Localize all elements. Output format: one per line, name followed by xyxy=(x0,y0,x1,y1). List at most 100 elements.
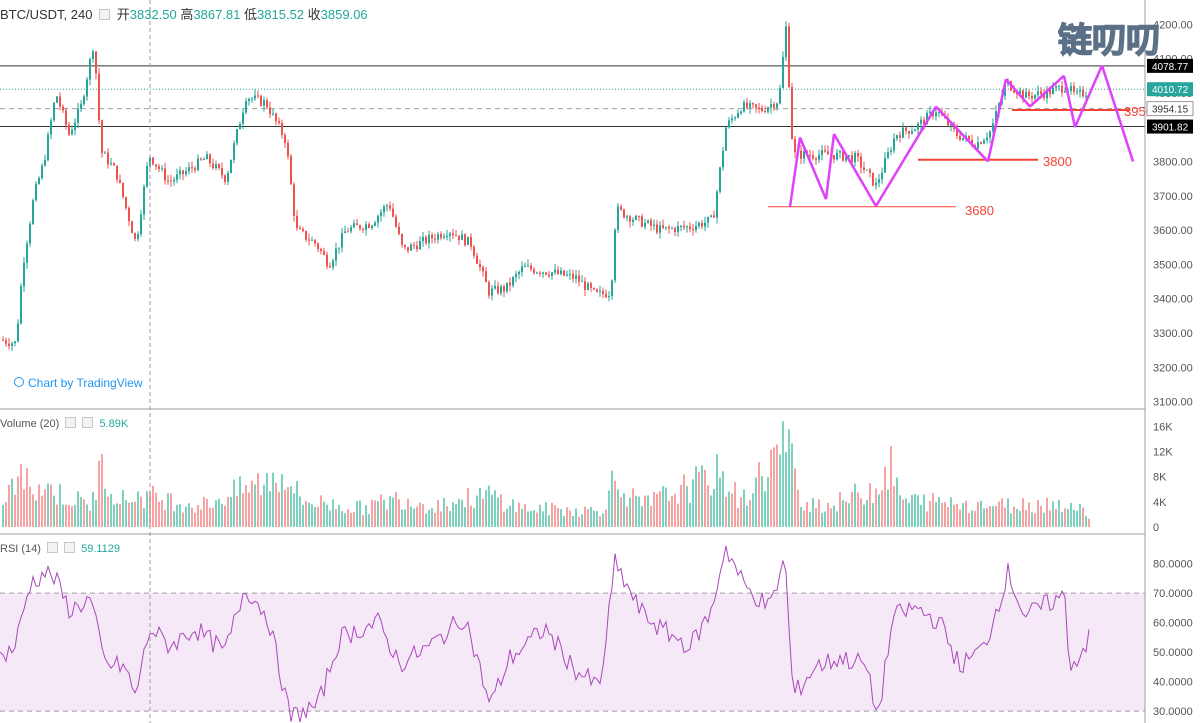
candle-body xyxy=(314,239,316,244)
volume-bar xyxy=(623,493,625,527)
candle-body xyxy=(836,152,838,160)
volume-bar xyxy=(761,476,763,527)
candle-body xyxy=(404,244,406,248)
volume-bar xyxy=(443,497,445,527)
candle-body xyxy=(347,231,349,233)
candle-body xyxy=(470,236,472,247)
volume-tick-label: 0 xyxy=(1153,522,1159,534)
volume-bar xyxy=(125,500,127,527)
candle-body xyxy=(443,236,445,238)
wave-arrow-segment[interactable] xyxy=(832,133,878,207)
volume-bar xyxy=(1046,497,1048,527)
wave-arrow-segment[interactable] xyxy=(986,78,1008,162)
candle-body xyxy=(194,168,196,171)
candle-body xyxy=(329,266,331,268)
wave-arrow-segment[interactable] xyxy=(1073,64,1104,128)
volume-bar xyxy=(707,485,709,527)
candle-body xyxy=(374,222,376,226)
candle-body xyxy=(638,215,640,217)
volume-bar xyxy=(644,495,646,527)
price-pane[interactable]: 3680 3800 3950 xyxy=(0,21,1153,351)
volume-bar xyxy=(572,515,574,527)
volume-bar xyxy=(734,482,736,527)
volume-bar xyxy=(170,493,172,527)
volume-bar xyxy=(533,510,535,527)
volume-bar xyxy=(287,487,289,527)
price-line-label-box xyxy=(1147,119,1193,134)
candle-body xyxy=(899,135,901,138)
price-tick-label: 3600.00 xyxy=(1153,225,1193,237)
volume-bar xyxy=(932,492,934,527)
volume-bar xyxy=(824,511,826,527)
tradingview-brand-link[interactable]: Chart by TradingView xyxy=(14,376,143,390)
volume-bar xyxy=(959,509,961,527)
volume-bar xyxy=(407,498,409,527)
open-value: 3832.50 xyxy=(129,7,177,22)
candle-body xyxy=(161,168,163,170)
wave-arrow-segment[interactable] xyxy=(798,136,828,200)
rsi-series xyxy=(0,545,1090,723)
candle-body xyxy=(893,138,895,151)
price-axis[interactable]: 3100.00 3200.00 3300.00 3400.00 3500.00 3600.… xyxy=(1144,0,1194,723)
volume-bar xyxy=(221,503,223,527)
volume-bar xyxy=(323,501,325,527)
settings-icon[interactable] xyxy=(47,542,59,553)
volume-bar xyxy=(74,504,76,527)
volume-bar xyxy=(899,495,901,527)
candle-body xyxy=(305,230,307,240)
candle-body xyxy=(440,234,442,238)
volume-bar xyxy=(305,501,307,527)
settings-icon[interactable] xyxy=(99,9,111,20)
volume-bar xyxy=(953,504,955,527)
wave-arrow-segment[interactable] xyxy=(1100,65,1135,162)
candle-body xyxy=(491,288,493,296)
candle-body xyxy=(602,290,604,294)
wave-arrow-segment[interactable] xyxy=(874,105,938,207)
volume-bar xyxy=(356,501,358,527)
wave-arrow-segment[interactable] xyxy=(788,137,802,207)
candle-body xyxy=(986,137,988,141)
volume-bar xyxy=(332,499,334,527)
candle-body xyxy=(506,282,508,292)
volume-bar xyxy=(647,495,649,527)
candle-body xyxy=(758,107,760,109)
volume-bar xyxy=(107,496,109,527)
candle-body xyxy=(137,234,139,239)
wave-arrow-segment[interactable] xyxy=(1005,78,1031,108)
candle-body xyxy=(1055,86,1057,88)
wave-arrow-segment[interactable] xyxy=(824,133,836,200)
candle-body xyxy=(812,155,814,159)
candle-body xyxy=(713,215,715,218)
close-icon[interactable] xyxy=(82,417,94,428)
candle-body xyxy=(35,183,37,201)
close-icon[interactable] xyxy=(64,542,76,553)
volume-bar xyxy=(587,509,589,527)
candle-body xyxy=(362,228,364,230)
candle-body xyxy=(206,154,208,160)
volume-bar xyxy=(857,492,859,527)
settings-icon[interactable] xyxy=(65,417,77,428)
volume-bar xyxy=(608,490,610,527)
rsi-tick-label: 70.0000 xyxy=(1153,588,1193,600)
candle-body xyxy=(365,224,367,230)
wave-arrow-segment[interactable] xyxy=(1029,74,1065,108)
wave-arrow-segment[interactable] xyxy=(1062,75,1077,128)
candle-body xyxy=(875,182,877,186)
volume-pane[interactable] xyxy=(2,421,1090,527)
candle-body xyxy=(821,150,823,155)
volume-bar xyxy=(593,510,595,527)
wave-arrow-segment[interactable] xyxy=(935,105,989,163)
rsi-tick-label: 30.0000 xyxy=(1153,706,1193,718)
volume-bar xyxy=(962,503,964,527)
candle-body xyxy=(677,225,679,233)
candle-body xyxy=(614,229,616,281)
volume-bar xyxy=(584,506,586,527)
volume-bar xyxy=(854,483,856,527)
candle-body xyxy=(224,175,226,182)
volume-tick-label: 16K xyxy=(1153,421,1173,433)
volume-bar xyxy=(605,509,607,527)
rsi-pane[interactable] xyxy=(0,545,1145,723)
candle-body xyxy=(779,87,781,104)
candle-body xyxy=(494,285,496,289)
